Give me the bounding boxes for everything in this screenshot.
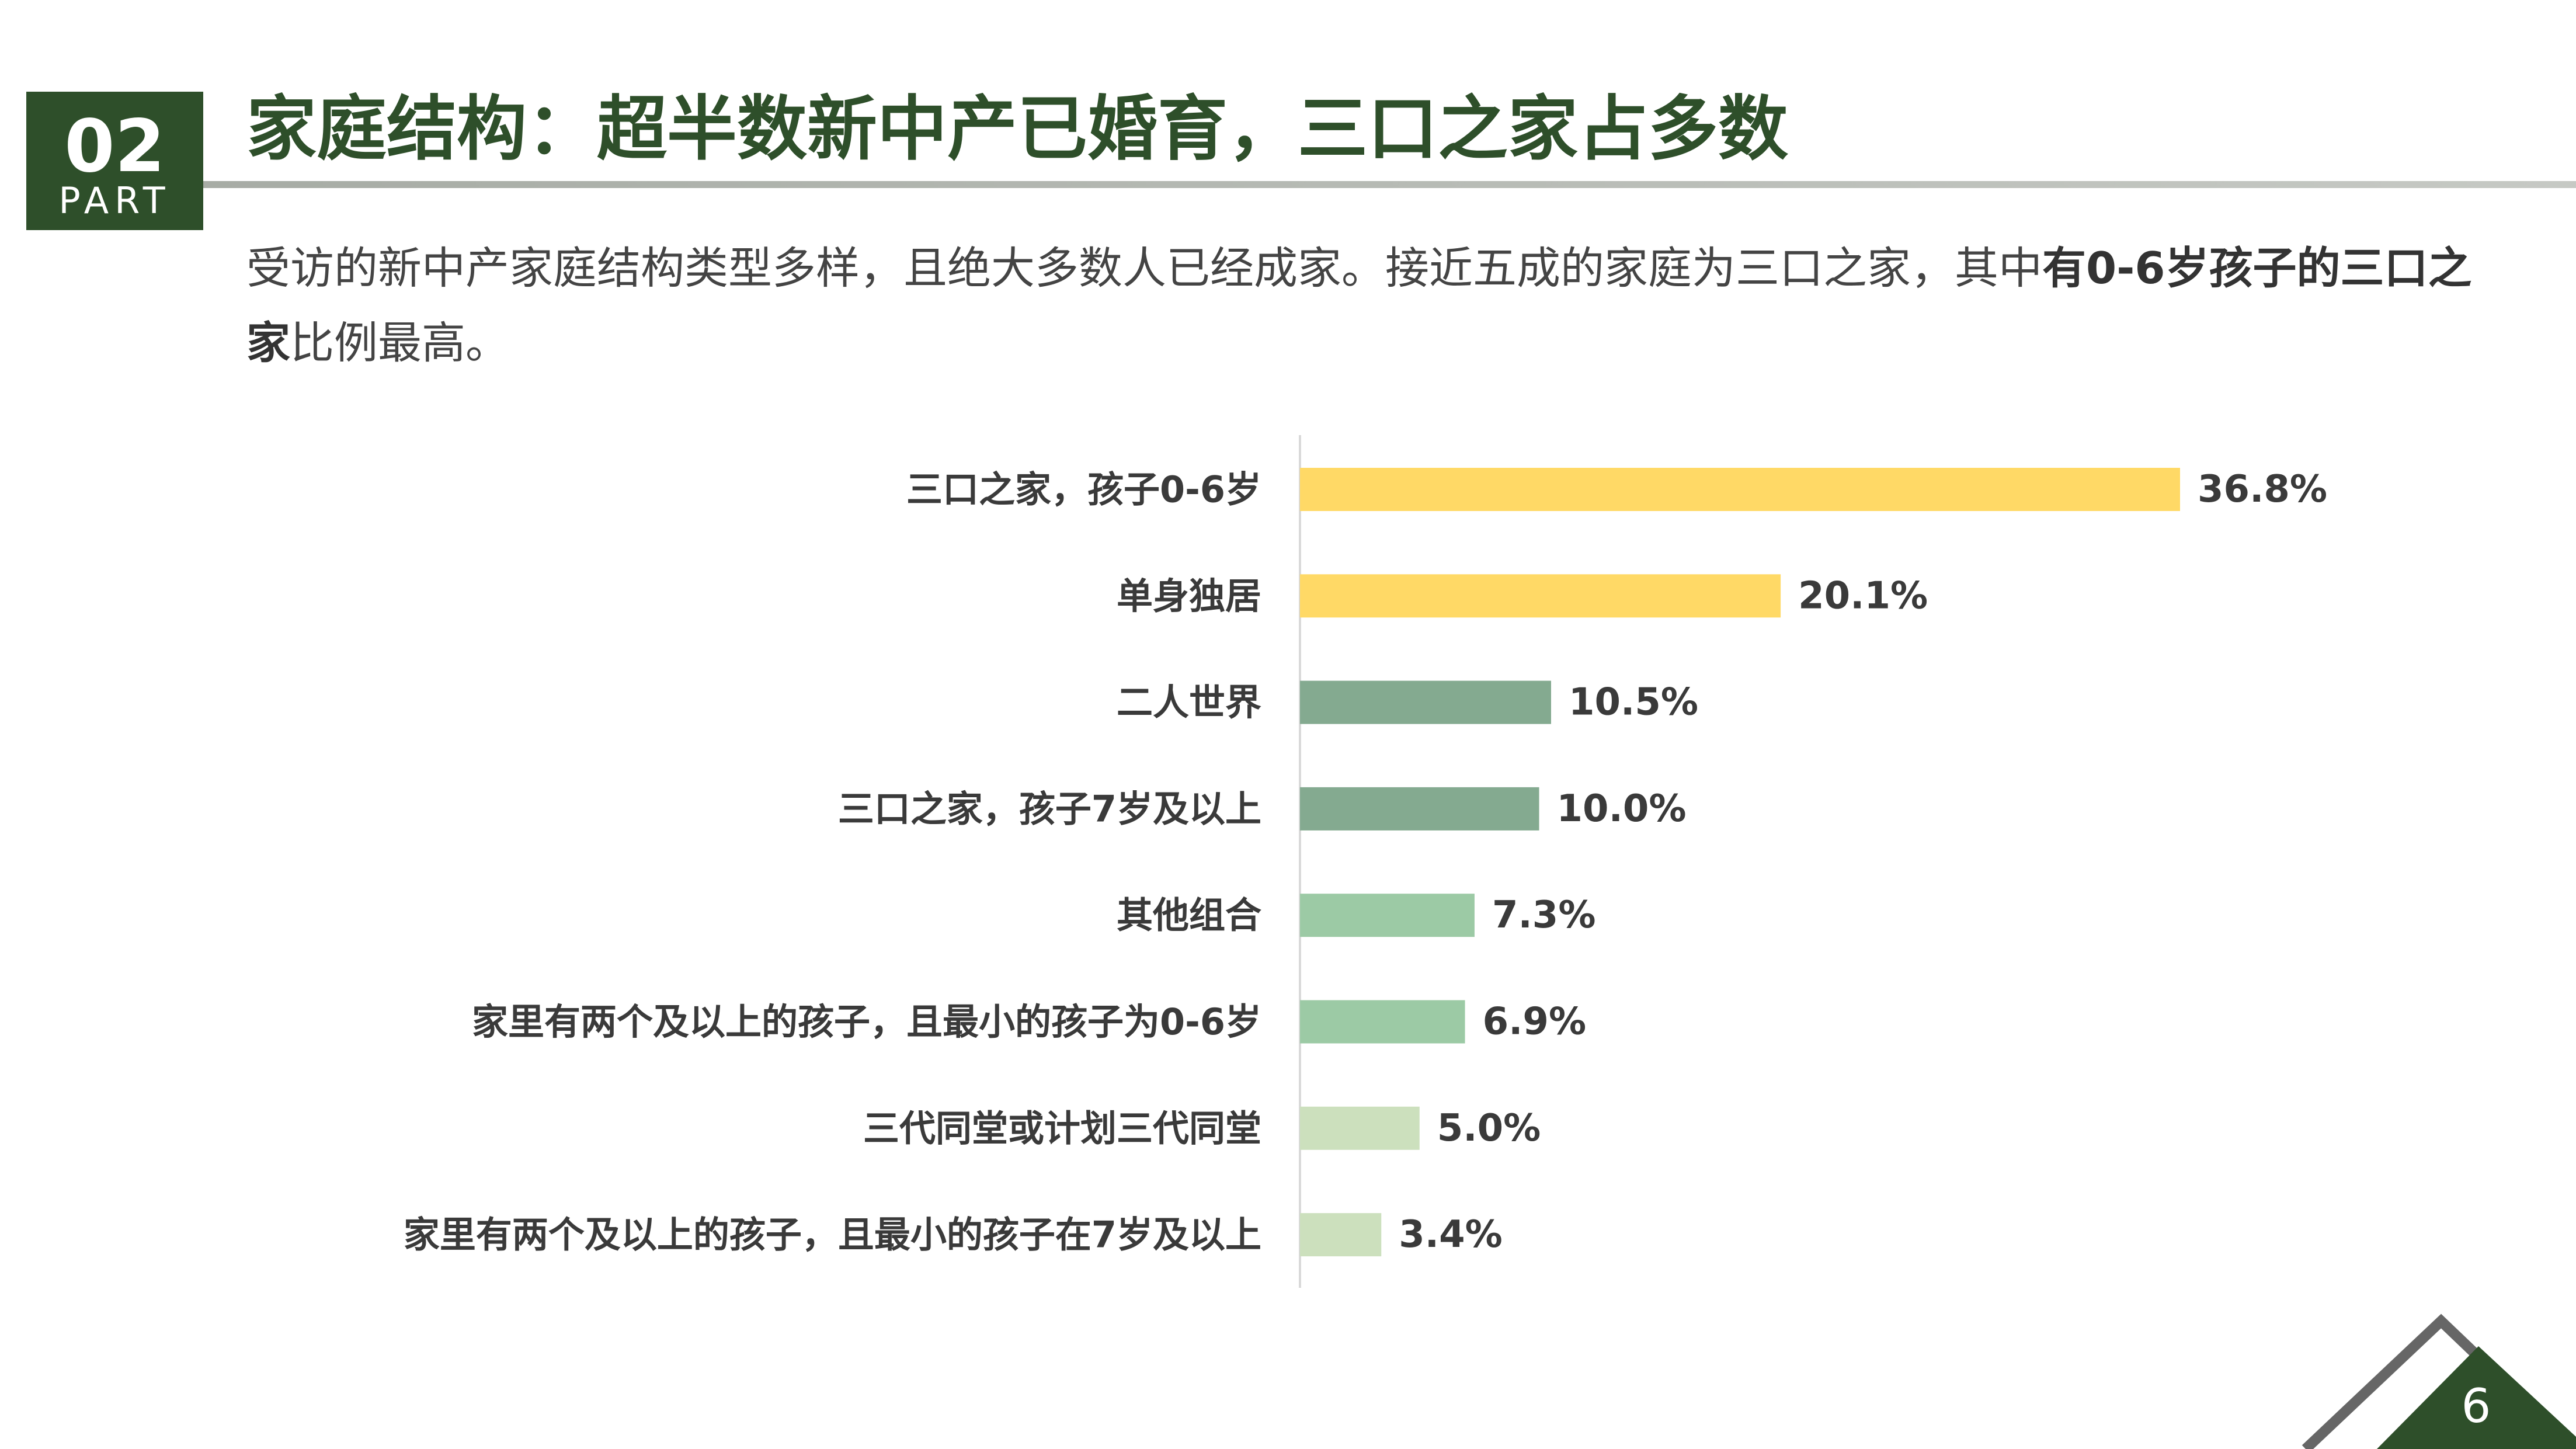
value-label-0: 36.8%	[2198, 468, 2327, 511]
bar-4	[1300, 894, 1475, 937]
value-label-3: 10.0%	[1557, 787, 1687, 831]
category-label-4: 其他组合	[1117, 894, 1261, 937]
part-number: 02	[64, 105, 165, 189]
bar-6	[1300, 1106, 1420, 1150]
bar-0	[1300, 468, 2180, 511]
bar-1	[1300, 574, 1781, 618]
corner-triangle-fill	[2377, 1346, 2576, 1449]
bar-3	[1300, 787, 1539, 831]
value-label-5: 6.9%	[1483, 1000, 1587, 1044]
intro-text-1: 受访的新中产家庭结构类型多样，且绝大多数人已经成家。接近五成的家庭为三口之家，其…	[246, 242, 2043, 294]
value-label-2: 10.5%	[1569, 681, 1698, 724]
value-label-7: 3.4%	[1399, 1213, 1503, 1256]
value-label-6: 5.0%	[1437, 1107, 1541, 1150]
part-label: PART	[58, 179, 171, 222]
intro-text-bold: 有0-6岁孩子的三口之家	[246, 242, 2472, 369]
category-label-6: 三代同堂或计划三代同堂	[863, 1107, 1261, 1149]
value-label-4: 7.3%	[1492, 894, 1596, 937]
intro-paragraph: 受访的新中产家庭结构类型多样，且绝大多数人已经成家。接近五成的家庭为三口之家，其…	[246, 231, 2483, 380]
page-number: 6	[2461, 1379, 2491, 1433]
bar-2	[1300, 680, 1551, 724]
part-badge: 02 PART	[26, 92, 203, 230]
category-labels: 三口之家，孩子0-6岁单身独居二人世界三口之家，孩子7岁及以上其他组合家里有两个…	[404, 468, 1261, 1256]
bar-5	[1300, 1000, 1465, 1044]
page-title: 家庭结构：超半数新中产已婚育，三口之家占多数	[246, 89, 1788, 170]
value-label-1: 20.1%	[1798, 574, 1928, 617]
category-label-1: 单身独居	[1117, 575, 1261, 617]
category-label-7: 家里有两个及以上的孩子，且最小的孩子在7岁及以上	[404, 1214, 1261, 1256]
category-label-2: 二人世界	[1117, 681, 1261, 724]
category-label-3: 三口之家，孩子7岁及以上	[838, 787, 1261, 830]
category-label-0: 三口之家，孩子0-6岁	[906, 468, 1261, 511]
category-label-5: 家里有两个及以上的孩子，且最小的孩子为0-6岁	[472, 1000, 1261, 1043]
intro-text-2: 比例最高。	[290, 317, 510, 369]
title-divider	[203, 181, 2576, 188]
bar-7	[1300, 1213, 1382, 1257]
value-labels: 36.8% 20.1% 10.5% 10.0% 7.3% 6.9% 5.0% 3.4%	[1399, 468, 2327, 1256]
bars-group	[1300, 468, 2180, 1257]
